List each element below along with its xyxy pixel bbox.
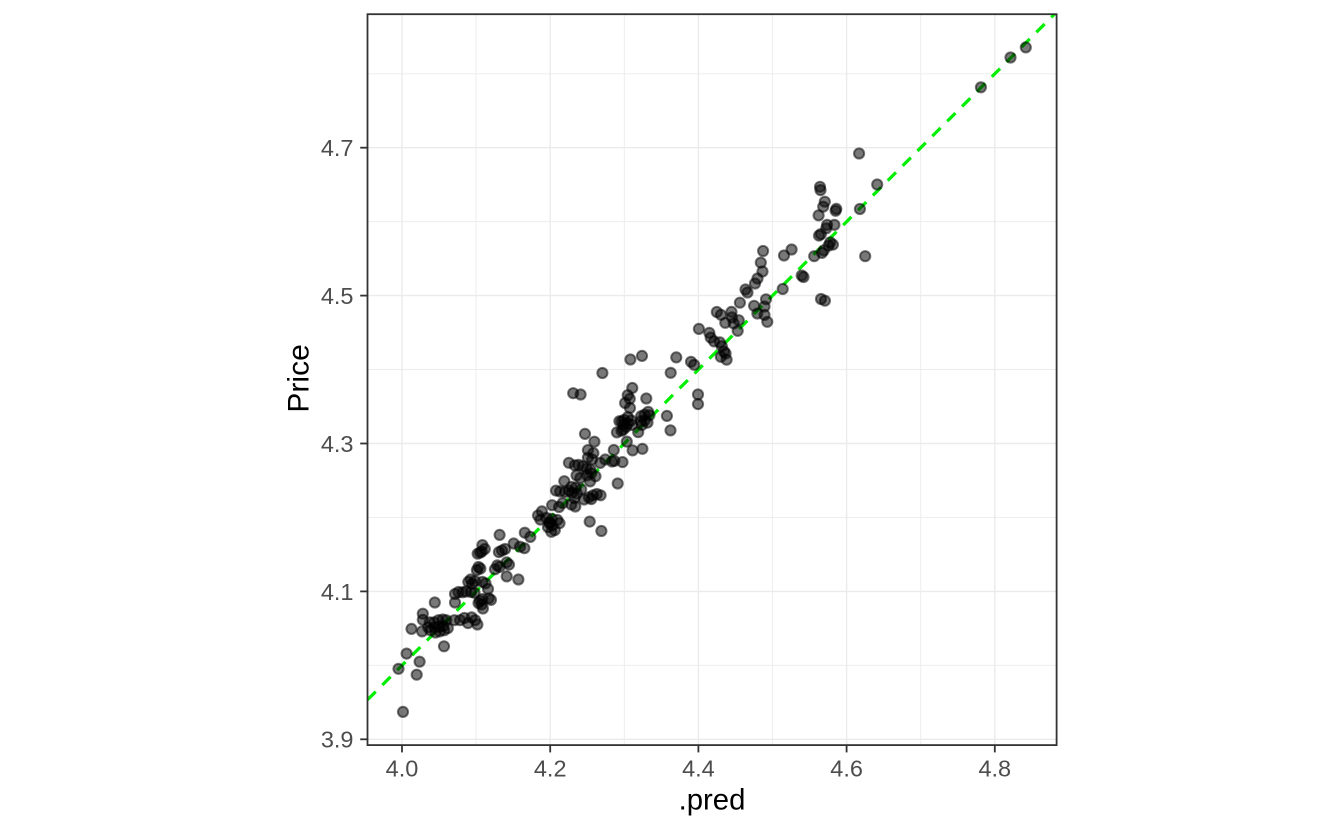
svg-text:4.7: 4.7 (321, 135, 354, 161)
svg-text:Price: Price (282, 344, 315, 412)
svg-text:4.4: 4.4 (682, 756, 715, 782)
svg-text:4.1: 4.1 (321, 579, 354, 605)
svg-text:.pred: .pred (679, 784, 746, 817)
svg-text:4.0: 4.0 (386, 756, 419, 782)
svg-text:4.6: 4.6 (830, 756, 863, 782)
svg-text:4.8: 4.8 (978, 756, 1011, 782)
svg-text:4.2: 4.2 (534, 756, 567, 782)
svg-text:4.5: 4.5 (321, 283, 354, 309)
svg-text:3.9: 3.9 (321, 727, 354, 753)
svg-text:4.3: 4.3 (321, 431, 354, 457)
